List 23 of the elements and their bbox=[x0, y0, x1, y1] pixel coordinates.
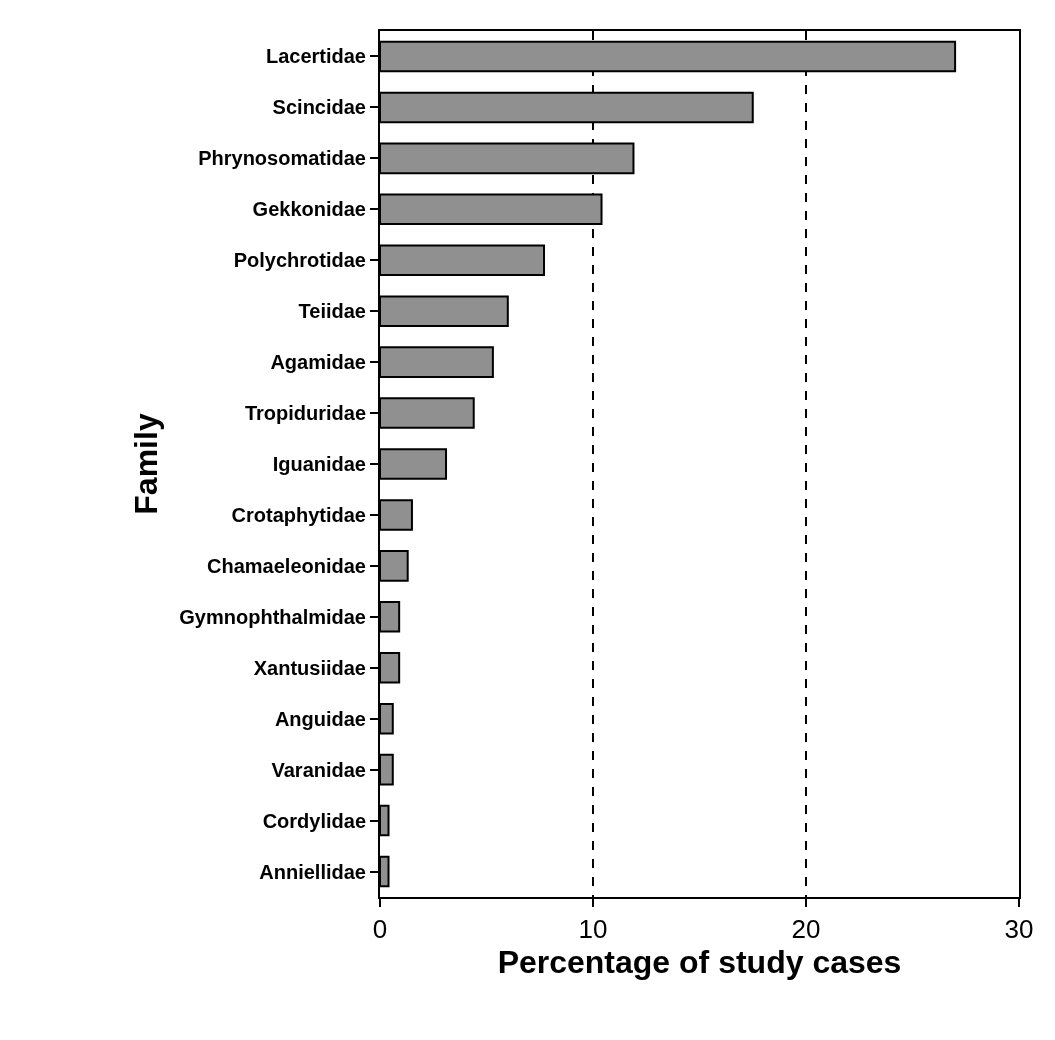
y-tick-label: Gekkonidae bbox=[252, 198, 366, 221]
y-tick-label: Lacertidae bbox=[265, 45, 366, 68]
x-tick-label: 10 bbox=[578, 914, 608, 945]
x-tick-label: 0 bbox=[372, 914, 388, 945]
x-tick-label: 20 bbox=[791, 914, 821, 945]
y-tick-label: Anniellidae bbox=[259, 860, 366, 883]
y-tick-label: Anguidae bbox=[274, 707, 366, 730]
y-tick-label: Chamaeleonidae bbox=[207, 554, 366, 577]
y-tick-label: Teiidae bbox=[298, 300, 366, 323]
y-tick-label: Varanidae bbox=[271, 758, 366, 781]
y-tick-label: Crotaphytidae bbox=[231, 503, 366, 526]
x-axis-title: Percentage of study cases bbox=[497, 944, 902, 981]
y-tick-label: Polychrotidae bbox=[233, 249, 366, 272]
y-tick-label: Tropiduridae bbox=[244, 402, 366, 425]
y-axis-title: Family bbox=[128, 413, 165, 515]
x-tick-label: 30 bbox=[1004, 914, 1034, 945]
y-tick-label: Gymnophthalmidae bbox=[179, 605, 366, 628]
y-tick-label: Cordylidae bbox=[262, 809, 366, 832]
y-tick-label: Xantusiidae bbox=[253, 656, 366, 679]
y-tick-label: Agamidae bbox=[270, 351, 366, 374]
y-tick-label: Scincidae bbox=[272, 96, 366, 119]
y-tick-label: Phrynosomatidae bbox=[198, 147, 366, 170]
y-tick-label: Iguanidae bbox=[272, 453, 366, 475]
